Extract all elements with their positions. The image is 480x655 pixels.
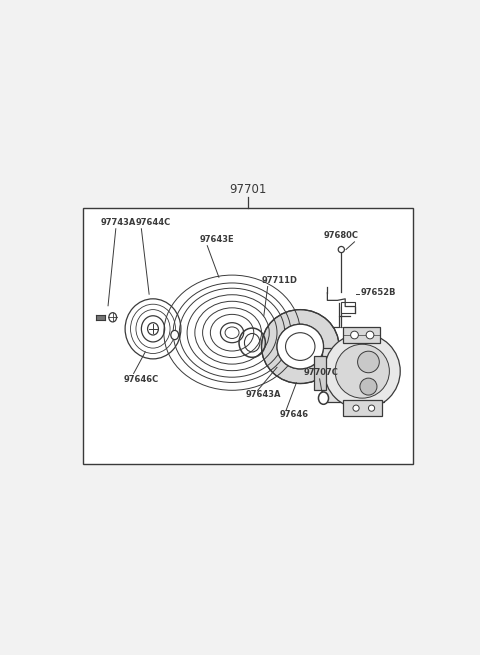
Circle shape	[338, 246, 345, 253]
Ellipse shape	[147, 323, 158, 335]
Circle shape	[353, 405, 359, 411]
Text: 97707C: 97707C	[304, 368, 339, 377]
Ellipse shape	[358, 351, 379, 373]
Ellipse shape	[277, 324, 324, 369]
Text: 97743A: 97743A	[100, 218, 136, 227]
Bar	[340, 302, 355, 312]
Text: 97646: 97646	[279, 409, 309, 419]
Text: 97680C: 97680C	[324, 231, 359, 240]
Ellipse shape	[262, 310, 339, 384]
Circle shape	[366, 331, 374, 339]
Ellipse shape	[225, 327, 239, 339]
Ellipse shape	[286, 333, 315, 360]
Bar	[343, 400, 382, 416]
Circle shape	[350, 331, 359, 339]
Bar	[322, 348, 384, 402]
Bar	[343, 327, 380, 343]
Circle shape	[369, 405, 375, 411]
Text: 97644C: 97644C	[136, 218, 171, 227]
Text: 97652B: 97652B	[360, 288, 396, 297]
Bar	[83, 208, 413, 464]
Ellipse shape	[171, 330, 179, 340]
Ellipse shape	[220, 323, 244, 343]
Ellipse shape	[277, 324, 324, 369]
Text: 97711D: 97711D	[262, 276, 298, 285]
Text: 97701: 97701	[229, 183, 267, 196]
Bar	[314, 356, 326, 390]
Text: 97646C: 97646C	[123, 375, 159, 384]
Ellipse shape	[324, 333, 400, 409]
Ellipse shape	[335, 345, 389, 398]
Ellipse shape	[360, 378, 377, 395]
Text: 97643A: 97643A	[246, 390, 281, 400]
Text: 97643E: 97643E	[200, 235, 234, 244]
Ellipse shape	[318, 392, 328, 404]
